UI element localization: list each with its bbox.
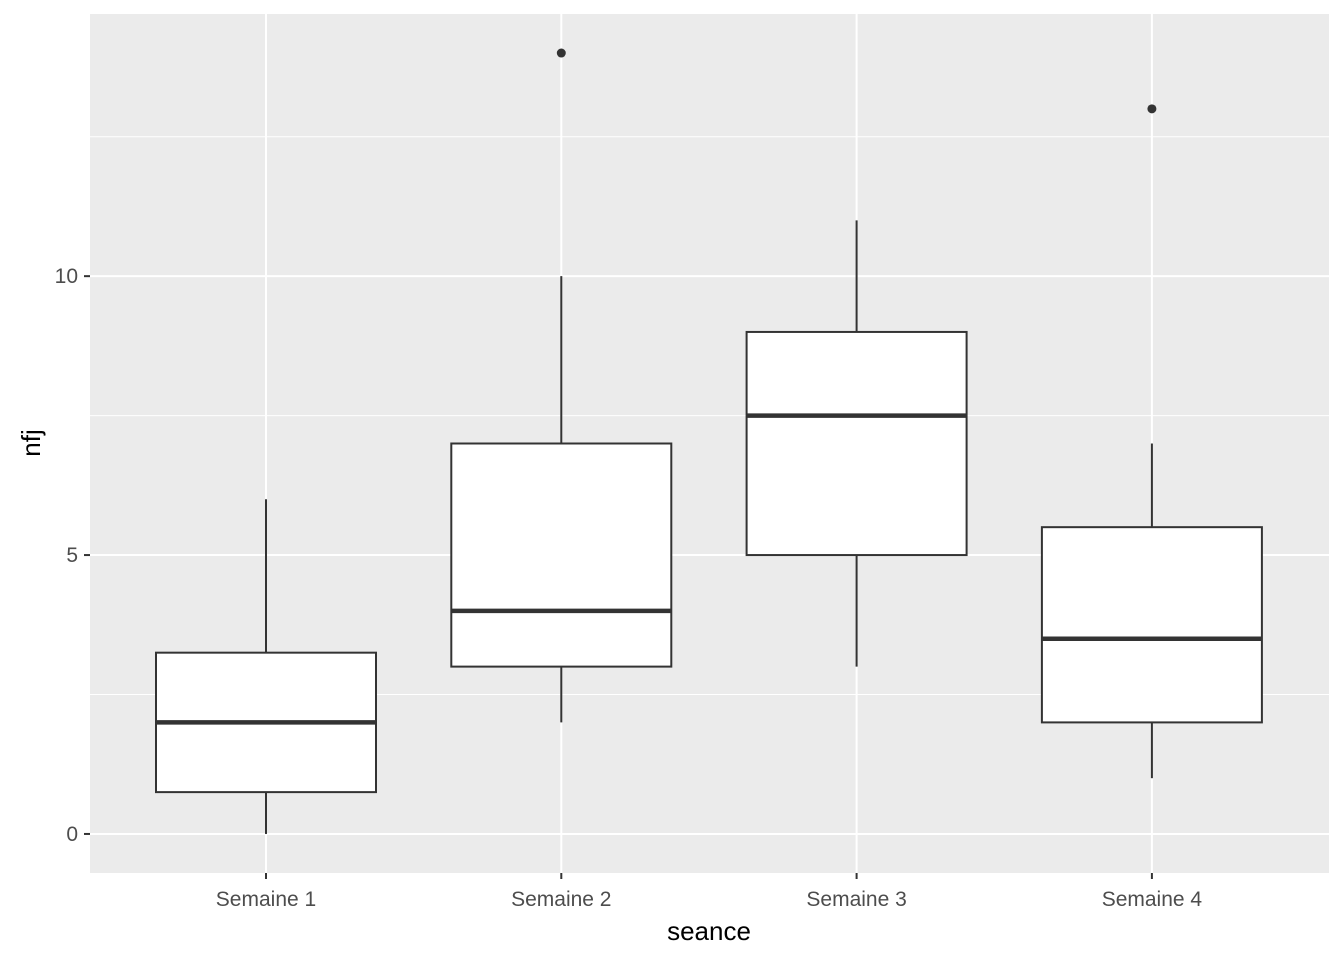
x-tick-label: Semaine 1 [216,888,316,911]
outlier-point [556,48,566,58]
iqr-box [745,330,968,557]
box-2 [450,48,673,723]
y-axis: 0 5 10 [55,265,90,846]
outlier-point [1147,104,1157,114]
x-tick-label: Semaine 4 [1102,888,1203,911]
y-tick-label: 5 [66,544,78,567]
x-axis-title: seance [667,916,751,946]
x-tick-label: Semaine 2 [511,888,611,911]
box-1 [155,499,377,834]
iqr-box [450,442,673,668]
y-tick-label: 10 [55,265,78,288]
box-4 [1040,104,1263,779]
x-axis: Semaine 1 Semaine 2 Semaine 3 Semaine 4 [216,873,1203,911]
y-tick-label: 0 [66,823,78,846]
y-axis-title: nfj [16,429,46,456]
x-tick-label: Semaine 3 [806,888,906,911]
boxes [155,48,1263,834]
box-3 [745,220,968,667]
iqr-box [1040,526,1263,724]
